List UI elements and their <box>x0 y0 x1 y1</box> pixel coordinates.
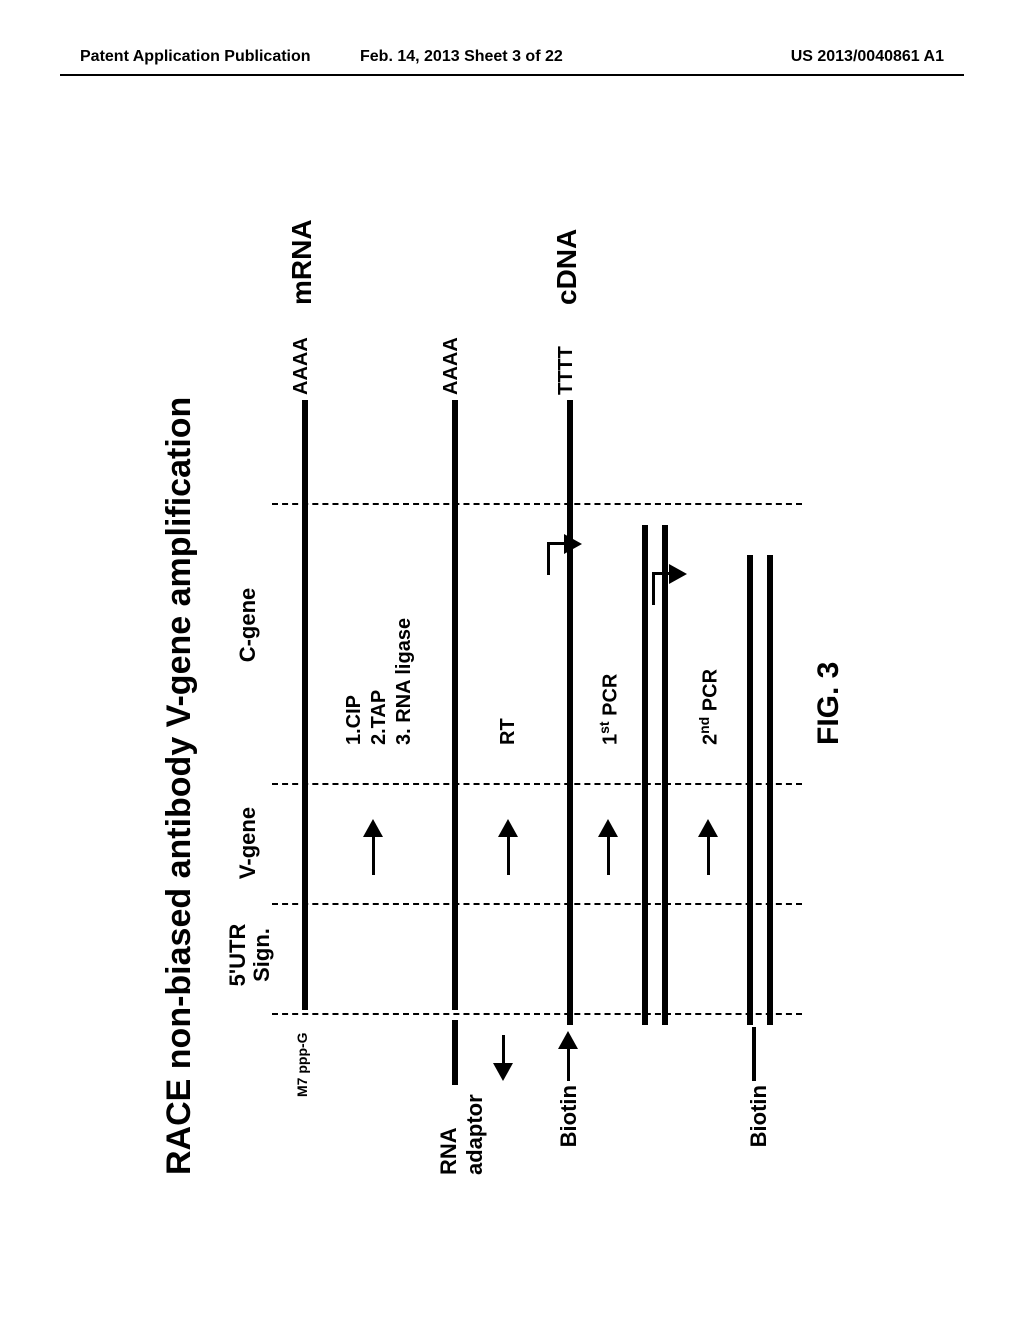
figure-stage: RACE non-biased antibody V-gene amplific… <box>152 155 872 1205</box>
guide-2 <box>272 903 802 905</box>
header-right: US 2013/0040861 A1 <box>791 48 944 66</box>
rt-arrow-shaft <box>507 835 510 875</box>
guide-3 <box>272 783 802 785</box>
rna-adaptor-label: RNAadaptor <box>436 1065 488 1175</box>
guide-4 <box>272 503 802 505</box>
rt-left-shaft <box>502 1035 505 1065</box>
biotin2-seg <box>752 1027 756 1081</box>
biotin1-arrow-head <box>558 1031 578 1049</box>
guide-1 <box>272 1013 802 1015</box>
rev-primer-head <box>564 534 582 554</box>
adaptor-segment <box>452 1020 458 1085</box>
pcr2-arrow-head <box>698 819 718 837</box>
cdna-strand <box>567 400 573 1025</box>
step1-arrow-shaft <box>372 835 375 875</box>
adapted-mrna-strand <box>452 400 458 1010</box>
col-head-utr: 5'UTRSign. <box>226 905 274 1005</box>
rt-arrow-head <box>498 819 518 837</box>
mrna-strand <box>302 400 308 1010</box>
col-head-cgene: C-gene <box>236 565 260 685</box>
figure-caption: FIG. 3 <box>812 662 846 745</box>
mrna-label: mRNA <box>286 219 318 305</box>
biotin-label-1: Biotin <box>556 1085 582 1165</box>
rt-label: RT <box>496 718 521 745</box>
pcr2-label: 2nd PCR <box>696 669 724 745</box>
rev-primer-shaft <box>547 543 550 575</box>
pcr2-top <box>747 555 753 1025</box>
pcr1-arrow-shaft <box>607 835 610 875</box>
header-left: Patent Application Publication <box>80 48 311 66</box>
adapted-tail: AAAA <box>440 337 463 395</box>
cdna-label: cDNA <box>551 229 583 305</box>
pcr1-arrow-head <box>598 819 618 837</box>
cap-label: M7 ppp-G <box>294 1032 310 1097</box>
rt-left-head <box>493 1063 513 1081</box>
step1-arrow-head <box>363 819 383 837</box>
header-rule <box>60 74 964 76</box>
col-head-vgene: V-gene <box>236 793 260 893</box>
step1-labels: 1.CIP 2.TAP 3. RNA ligase <box>342 618 417 745</box>
cdna-tail: TTTT <box>555 346 578 395</box>
pcr1-label: 1st PCR <box>596 674 624 745</box>
nested-primer-head <box>669 564 687 584</box>
figure-rotated-container: RACE non-biased antibody V-gene amplific… <box>152 155 872 1205</box>
biotin-label-2: Biotin <box>746 1085 772 1165</box>
biotin1-arrow-shaft <box>567 1047 570 1081</box>
pcr2-bot <box>767 555 773 1025</box>
pcr1-bot <box>662 525 668 1025</box>
mrna-tail: AAAA <box>290 337 313 395</box>
nested-primer-shaft <box>652 573 655 605</box>
pcr2-arrow-shaft <box>707 835 710 875</box>
figure-title: RACE non-biased antibody V-gene amplific… <box>160 397 199 1175</box>
pcr1-top <box>642 525 648 1025</box>
header-mid: Feb. 14, 2013 Sheet 3 of 22 <box>360 48 563 66</box>
